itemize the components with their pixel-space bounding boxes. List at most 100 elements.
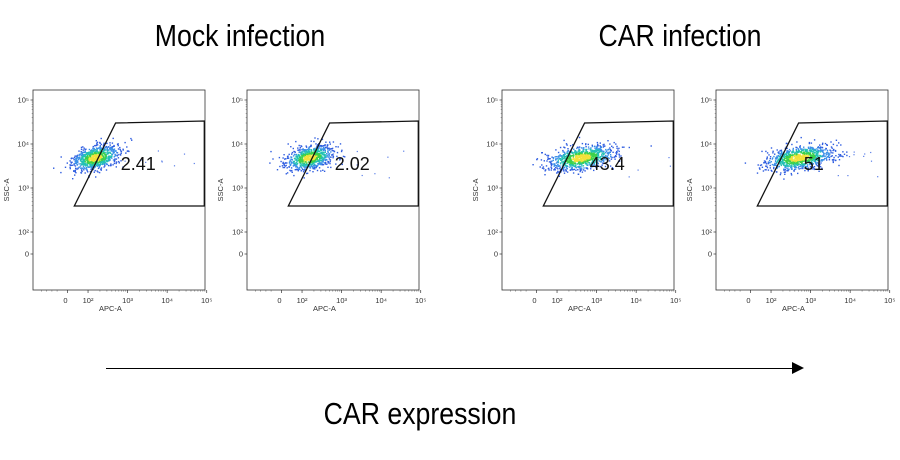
event-dot [96,144,99,146]
event-dot [98,164,100,166]
event-dot [818,149,820,152]
event-dot [309,163,312,165]
event-dot [812,154,814,157]
event-dot [290,146,292,148]
event-dot [304,153,307,156]
event-dot [287,156,289,158]
event-dot [767,162,769,165]
event-dot [105,163,108,165]
y-tick-label: 10⁵ [701,96,712,105]
event-dot [584,170,586,172]
event-dot [91,158,93,160]
event-dot [325,158,327,161]
event-dot [591,152,593,154]
event-dot [793,151,795,153]
gate-percent: 51 [804,154,824,174]
event-dot [591,153,593,155]
event-dot [313,163,316,165]
event-dot [283,154,285,156]
event-dot [789,159,792,161]
event-dot [304,168,306,170]
event-dot [864,153,866,155]
event-dot [102,160,105,162]
event-dot [324,163,326,165]
event-dot [81,170,83,173]
event-dot [299,164,301,166]
event-dot [806,151,808,154]
event-dot [100,137,102,140]
event-dot [294,151,296,153]
event-dot [569,155,571,157]
event-dot [100,157,102,159]
event-dot [603,157,606,160]
event-dot [550,161,552,164]
event-dot [776,157,778,159]
event-dot [776,161,778,163]
event-dot [808,159,811,162]
x-tick-label: 10⁴ [844,296,856,305]
event-dot [595,147,598,150]
event-dot [114,159,116,161]
event-dot [811,151,813,153]
event-dot [563,169,565,171]
event-dot [296,157,298,159]
event-dot [280,160,282,163]
event-dot [105,159,108,162]
event-dot [95,149,97,151]
x-axis-label: APC-A [568,304,591,313]
event-dot [788,156,790,158]
event-dot [616,153,618,155]
event-dot [558,171,560,173]
event-dot [592,159,594,161]
event-dot [321,164,323,166]
event-dot [595,166,597,168]
event-dot [840,144,842,146]
event-dot [305,158,307,160]
event-dot [759,164,762,167]
event-dot [594,155,596,157]
event-dot [303,156,306,158]
event-dot [78,166,80,168]
event-dot [803,148,805,150]
event-dot [806,159,808,162]
event-dot [614,154,617,157]
event-dot [600,158,603,160]
event-dot [575,157,577,159]
event-dot [298,144,300,147]
event-dot [786,162,789,164]
event-dot [111,150,113,152]
event-dot [87,171,89,173]
event-dot [100,163,102,165]
y-tick-label: 10² [487,228,498,237]
event-dot [577,169,579,171]
event-dot [800,148,803,150]
event-dot [812,148,814,150]
event-dot [581,151,584,153]
event-dot [290,170,292,172]
event-dot [794,158,796,160]
event-dot [584,162,587,164]
event-dot [308,149,310,151]
event-dot [93,171,95,173]
event-dot [836,144,838,147]
event-dot [300,166,303,168]
gate-polygon [73,120,205,207]
event-dot [60,171,62,174]
event-dot [331,154,333,156]
event-dot [815,155,818,157]
event-dot [838,159,841,161]
event-dot [585,143,587,146]
event-dot [826,149,829,152]
event-dot [558,175,561,177]
event-dot [310,153,313,155]
event-dot [316,149,318,151]
event-dot [81,152,84,154]
event-dot [105,157,107,159]
event-dot [112,164,114,166]
event-dot [613,141,615,144]
event-dot [799,154,801,156]
event-dot [595,167,597,169]
event-dot [287,143,289,145]
event-dot [801,157,804,160]
